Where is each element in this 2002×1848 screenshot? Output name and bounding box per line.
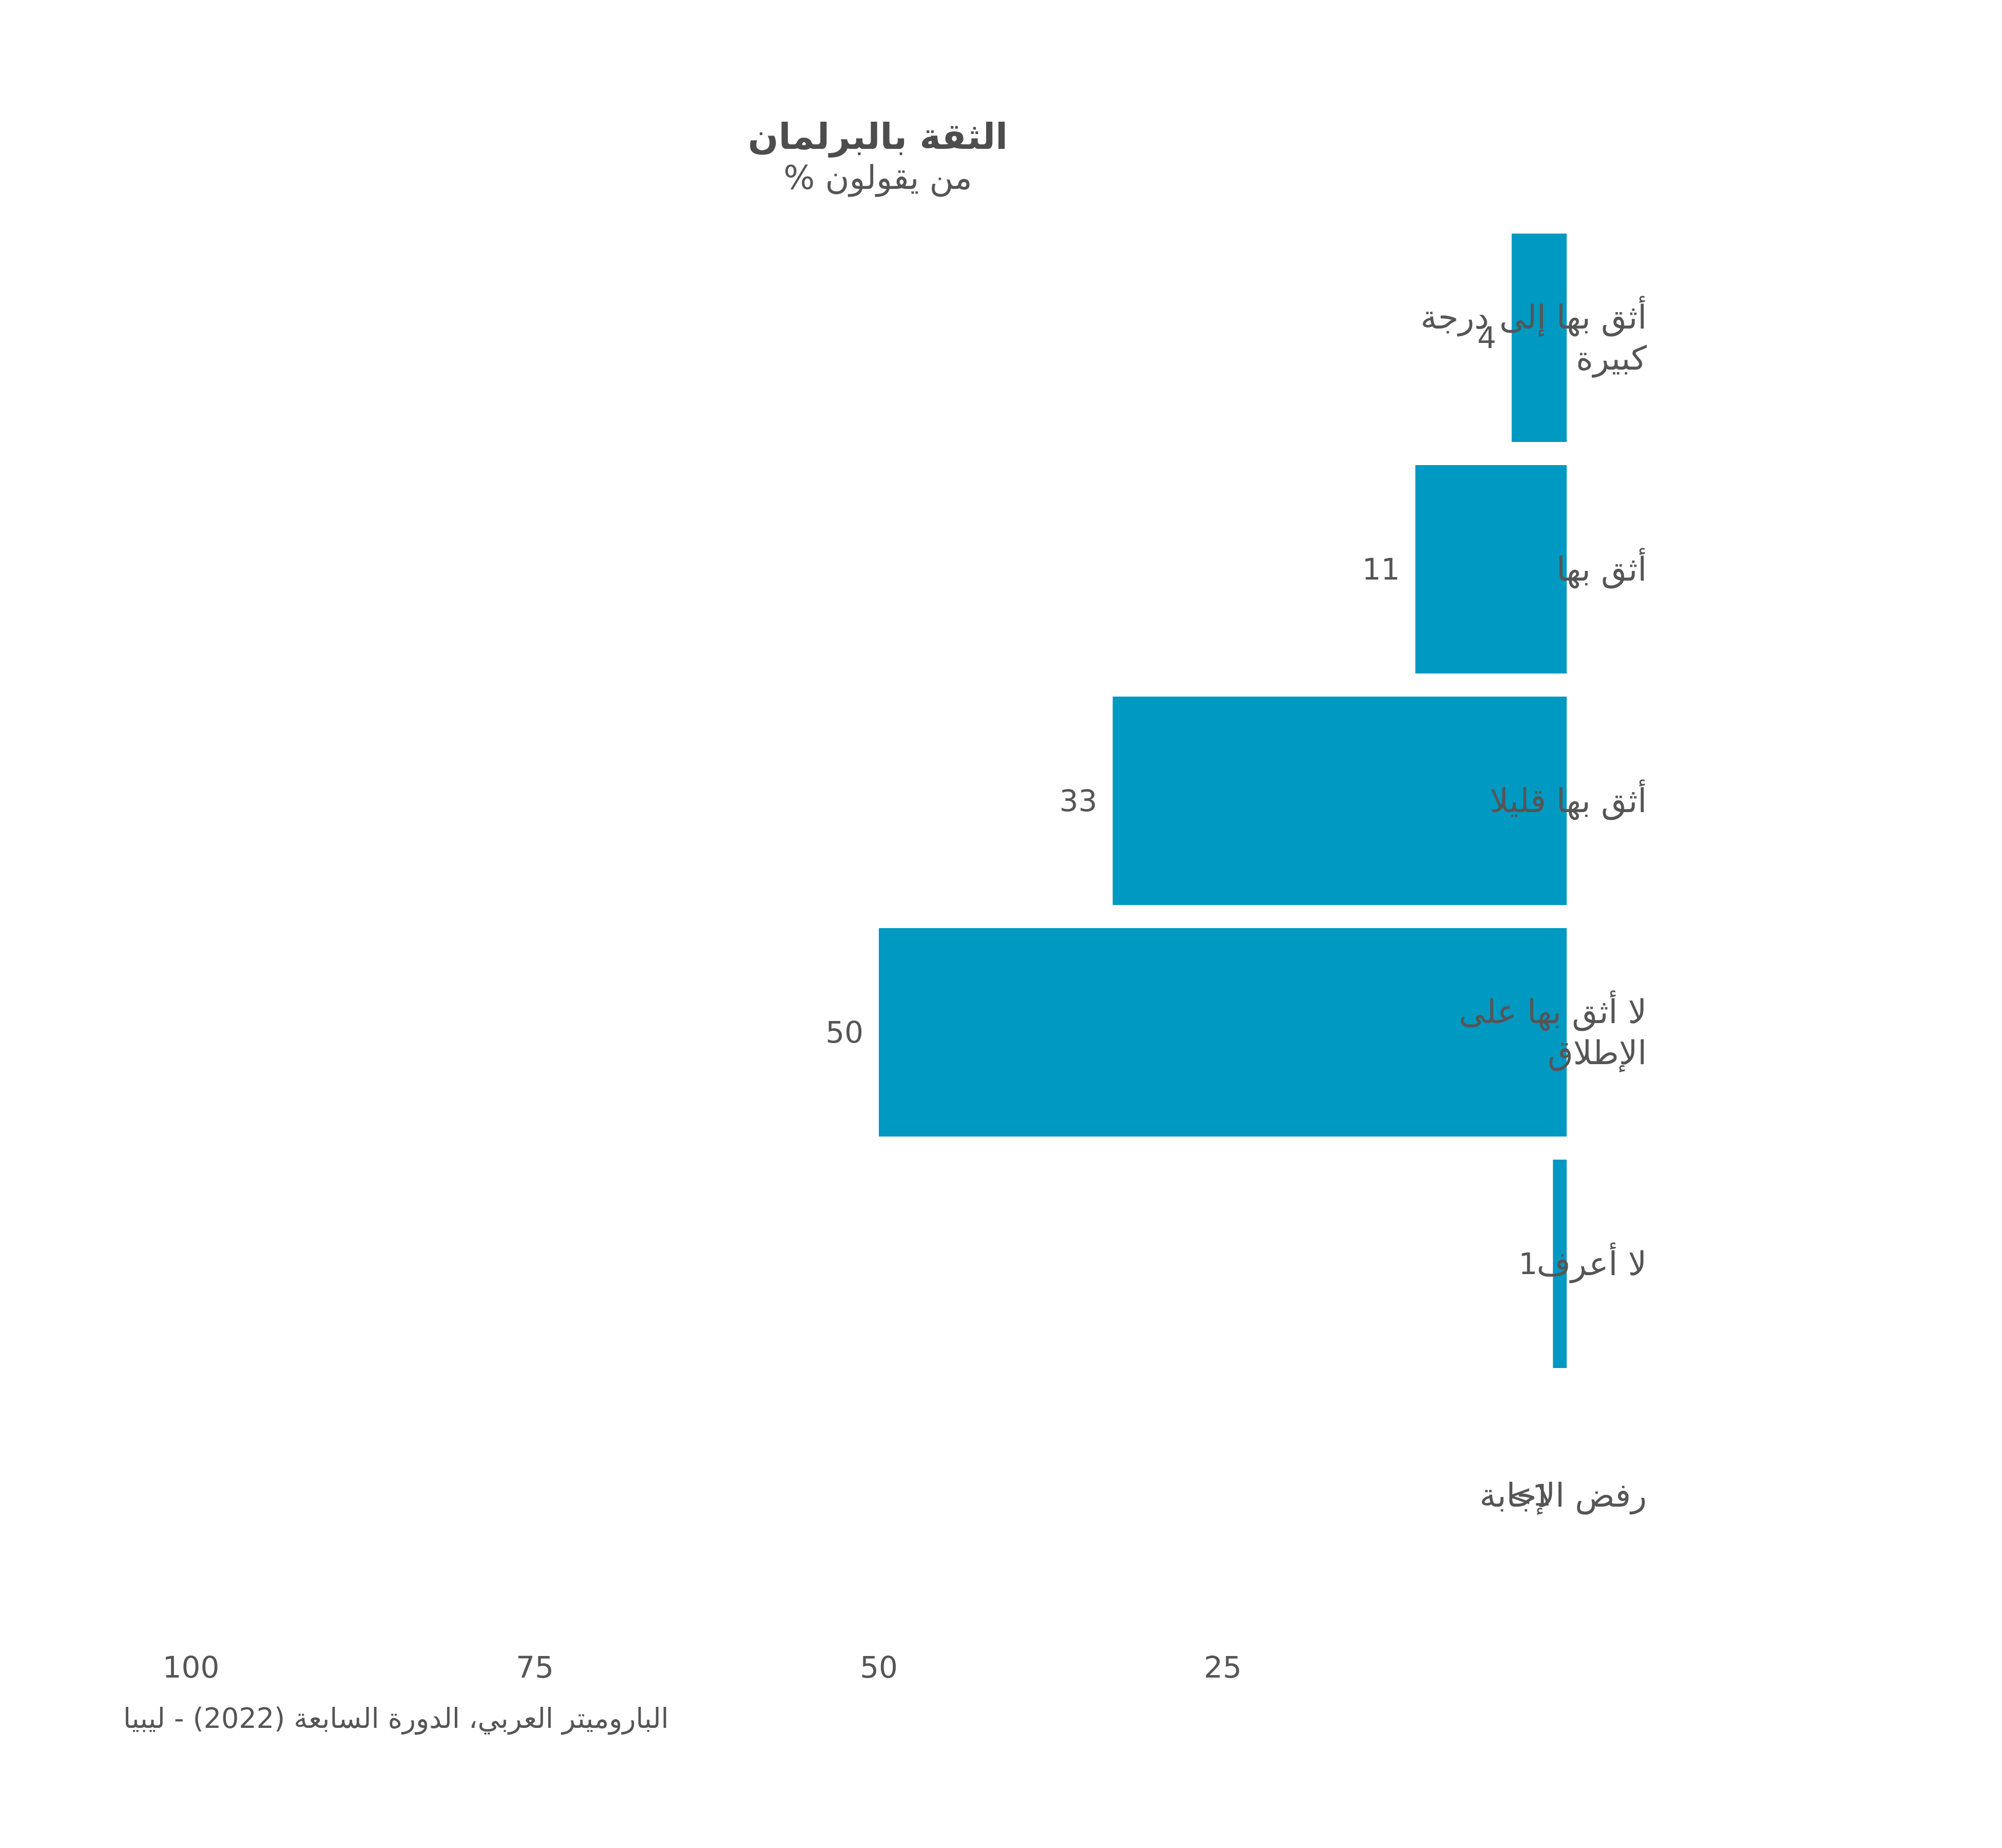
source-caption: الباروميتر العربي، الدورة السابعة (2022)… [123,1702,669,1735]
value-label-0: 4 [1477,320,1496,355]
category-label-0-line-1: كبيرة [1576,340,1647,378]
x-axis-ticks: 100 75 50 25 [163,1650,1242,1685]
category-label-3-line-1: الإطلاق [1548,1034,1647,1072]
bar-3 [879,928,1567,1137]
value-label-1: 11 [1362,552,1400,587]
bar-1 [1415,465,1567,673]
category-label-2-line-0: أثق بها قليلا [1490,779,1647,820]
x-tick-label-2: 50 [860,1650,898,1685]
bar-4 [1553,1160,1567,1368]
category-label-1-line-0: أثق بها [1556,548,1647,589]
chart-title: الثقة بالبرلمان [748,116,1008,158]
category-label-4: لا أعرف [1537,1242,1647,1283]
value-label-2: 33 [1060,783,1098,818]
category-label-1: أثق بها [1556,548,1647,589]
value-label-3: 50 [825,1015,863,1050]
x-tick-label-3: 25 [1204,1650,1242,1685]
bar-0 [1511,234,1567,442]
bar-2 [1112,697,1567,905]
category-label-4-line-0: لا أعرف [1537,1242,1647,1283]
category-label-0-line-0: أثق بها إلى درجة [1420,296,1647,337]
category-label-5: رفض الإجابة [1479,1477,1647,1515]
x-tick-label-0: 100 [163,1650,220,1685]
category-label-2: أثق بها قليلا [1490,779,1647,820]
value-label-4: 1 [1518,1246,1537,1281]
category-label-3-line-0: لا أثق بها على [1459,990,1647,1031]
value-label-5: <1 [1508,1478,1552,1513]
chart-subtitle: % من يقولون [783,159,972,197]
category-label-5-line-0: رفض الإجابة [1479,1477,1647,1515]
x-tick-label-1: 75 [516,1650,554,1685]
